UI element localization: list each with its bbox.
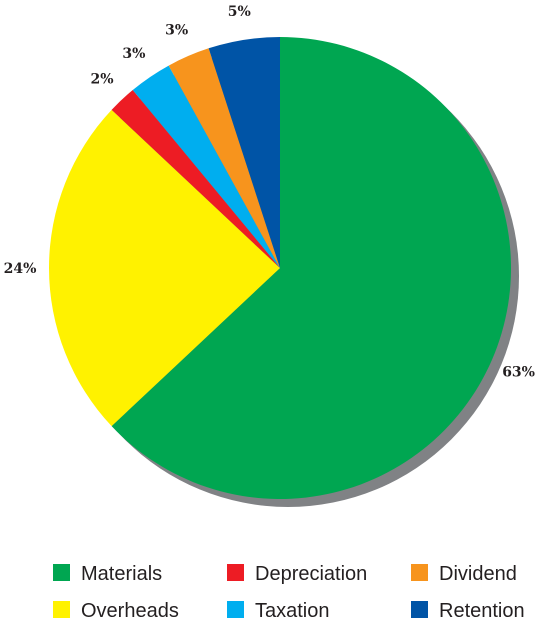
slice-label-retention: 5% — [228, 4, 251, 20]
legend-swatch-taxation — [227, 601, 244, 618]
slice-label-dividend: 3% — [165, 22, 188, 38]
legend-label-materials: Materials — [81, 563, 162, 585]
legend-item-overheads: Overheads — [53, 600, 179, 622]
slice-overheads — [49, 109, 280, 427]
legend-swatch-retention — [411, 601, 428, 618]
slice-label-materials: 63% — [502, 364, 535, 380]
legend-item-taxation: Taxation — [227, 600, 330, 622]
legend-swatch-materials — [53, 564, 70, 581]
legend-label-overheads: Overheads — [81, 600, 179, 622]
slice-labels: 63% 24% 2% 3% 3% 5% — [4, 4, 535, 380]
legend-swatch-overheads — [53, 601, 70, 618]
legend-label-dividend: Dividend — [439, 563, 517, 585]
legend-label-retention: Retention — [439, 600, 525, 622]
legend: Materials Overheads Depreciation Taxation Di… — [53, 563, 525, 622]
legend-item-depreciation: Depreciation — [227, 563, 367, 585]
pie-slices — [49, 37, 512, 499]
legend-item-retention: Retention — [411, 600, 525, 622]
slice-label-taxation: 3% — [122, 46, 145, 62]
legend-item-dividend: Dividend — [411, 563, 517, 585]
legend-item-materials: Materials — [53, 563, 162, 585]
slice-materials — [111, 37, 512, 499]
slice-label-overheads: 24% — [4, 261, 37, 277]
slice-dividend — [168, 48, 280, 269]
slice-depreciation — [111, 90, 280, 268]
legend-label-depreciation: Depreciation — [255, 563, 367, 585]
slice-retention — [208, 37, 280, 268]
legend-swatch-depreciation — [227, 564, 244, 581]
legend-label-taxation: Taxation — [255, 600, 330, 622]
slice-taxation — [132, 65, 280, 268]
legend-swatch-dividend — [411, 564, 428, 581]
slice-label-depreciation: 2% — [90, 72, 113, 88]
